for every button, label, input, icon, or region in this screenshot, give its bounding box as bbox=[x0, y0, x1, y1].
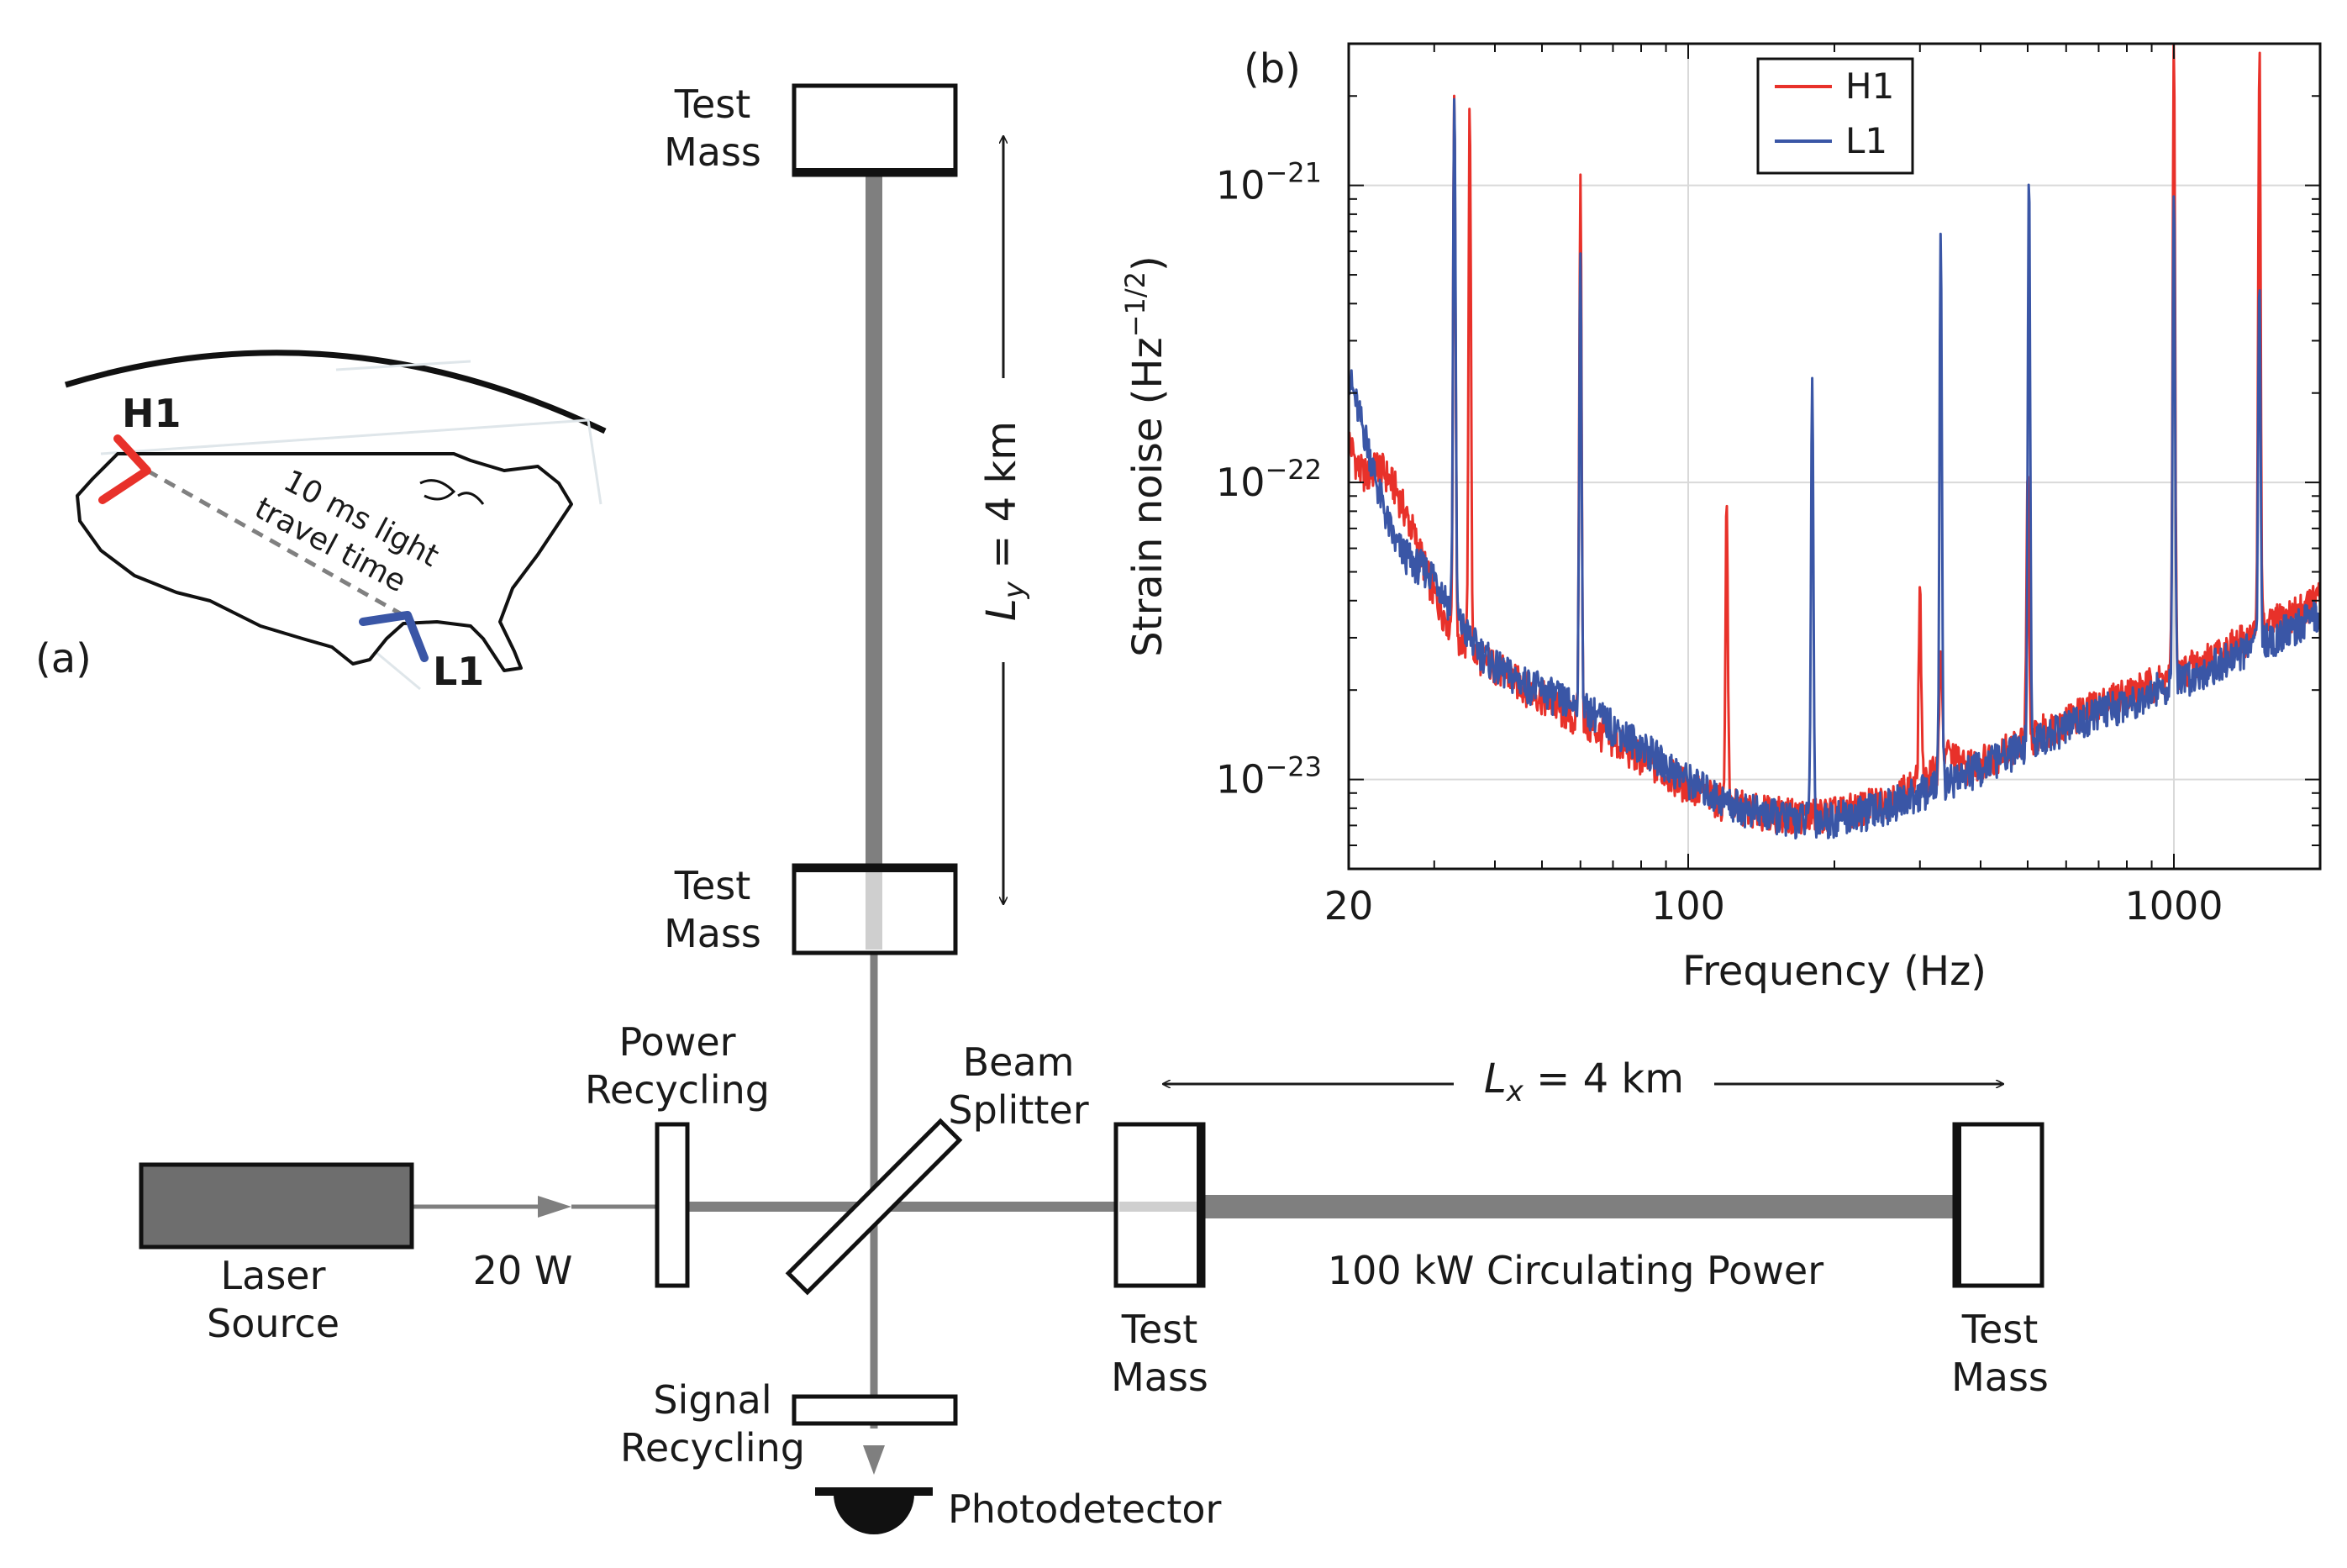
test-mass-y-far-label-2: Mass bbox=[664, 129, 761, 175]
test-mass-y-far bbox=[792, 83, 958, 177]
panel-a-label: (a) bbox=[35, 635, 92, 682]
y-tick-label: 10−22 bbox=[1216, 454, 1322, 505]
test-mass-x-far bbox=[1952, 1122, 2044, 1288]
test-mass-y-near-label-1: Test bbox=[674, 863, 751, 908]
test-mass-x-near-label-2: Mass bbox=[1111, 1355, 1208, 1400]
chart-ticks bbox=[1348, 43, 2321, 870]
interferometer-diagram: Test Mass Test Mass Test Mass Test Mass … bbox=[139, 82, 2049, 1534]
test-mass-y-near-label-2: Mass bbox=[664, 911, 761, 956]
test-mass-y-far-coating bbox=[794, 168, 955, 175]
power-recycling-label-1: Power bbox=[618, 1019, 735, 1065]
usa-outline bbox=[76, 452, 573, 672]
laser-source-label-1: Laser bbox=[221, 1253, 326, 1298]
signal-recycling-mirror bbox=[792, 1394, 958, 1426]
y-axis-label: Strain noise (Hz−1/2) bbox=[1119, 255, 1171, 656]
power-recycling-mirror bbox=[655, 1122, 690, 1288]
test-mass-y-near-coating bbox=[794, 866, 955, 872]
photodetector-base bbox=[815, 1487, 933, 1496]
x-tick-label: 20 bbox=[1324, 883, 1374, 929]
power-recycling-label-2: Recycling bbox=[585, 1067, 770, 1113]
test-mass-x-far-label-2: Mass bbox=[1951, 1355, 2049, 1400]
input-beam-arrowhead bbox=[538, 1196, 571, 1218]
chart-legend: H1 L1 bbox=[1756, 57, 1914, 175]
h1-detector-icon bbox=[98, 434, 151, 504]
test-mass-x-far-label-1: Test bbox=[1961, 1307, 2039, 1352]
signal-recycling-label-1: Signal bbox=[653, 1377, 771, 1423]
photodetector-label: Photodetector bbox=[948, 1486, 1222, 1532]
chart-tick-labels: 20 100 1000 10−23 10−22 10−21 bbox=[1216, 157, 2223, 929]
test-mass-x-near-coating bbox=[1197, 1124, 1203, 1286]
test-mass-x-near-label-1: Test bbox=[1121, 1307, 1198, 1352]
laser-source bbox=[139, 1162, 414, 1250]
panel-b-label: (b) bbox=[1244, 45, 1301, 92]
strain-noise-chart: 20 100 1000 10−23 10−22 10−21 (b) Frequency (… bbox=[1119, 42, 2322, 995]
x-tick-label: 1000 bbox=[2124, 883, 2223, 929]
great-lakes bbox=[419, 479, 485, 505]
x-axis-label: Frequency (Hz) bbox=[1682, 948, 1987, 995]
laser-source-label-2: Source bbox=[207, 1301, 339, 1346]
test-mass-y-far-label-1: Test bbox=[674, 82, 751, 127]
circulating-power-label: 100 kW Circulating Power bbox=[1328, 1248, 1823, 1293]
beam-splitter-label-1: Beam bbox=[963, 1039, 1075, 1085]
photodetector-arrowhead bbox=[863, 1445, 885, 1475]
series-line-l1 bbox=[1349, 97, 2320, 840]
light-travel-line bbox=[145, 468, 409, 620]
site-label-h1: H1 bbox=[122, 391, 182, 436]
chart-series bbox=[1349, 44, 2320, 840]
earth-horizon bbox=[64, 350, 607, 434]
input-power-label: 20 W bbox=[473, 1248, 573, 1293]
y-tick-label: 10−21 bbox=[1216, 157, 1322, 208]
legend-box bbox=[1756, 57, 1914, 175]
l1-detector-icon bbox=[359, 611, 429, 662]
lx-dimension-label: Lx = 4 km bbox=[1484, 1055, 1684, 1108]
ly-dimension-label: Ly = 4 km bbox=[978, 421, 1031, 621]
signal-recycling-label-2: Recycling bbox=[620, 1425, 805, 1471]
site-label-l1: L1 bbox=[433, 649, 484, 694]
legend-label-h1: H1 bbox=[1845, 66, 1894, 107]
y-tick-label: 10−23 bbox=[1216, 751, 1322, 802]
beam-splitter-label-2: Splitter bbox=[948, 1087, 1088, 1133]
legend-label-l1: L1 bbox=[1845, 120, 1887, 161]
test-mass-x-far-coating bbox=[1955, 1124, 1961, 1286]
panel-a-map: H1 L1 10 ms light travel time (a) bbox=[35, 350, 607, 694]
beam-splitter bbox=[785, 1118, 963, 1296]
x-tick-label: 100 bbox=[1651, 883, 1725, 929]
photodetector-icon bbox=[834, 1494, 914, 1534]
